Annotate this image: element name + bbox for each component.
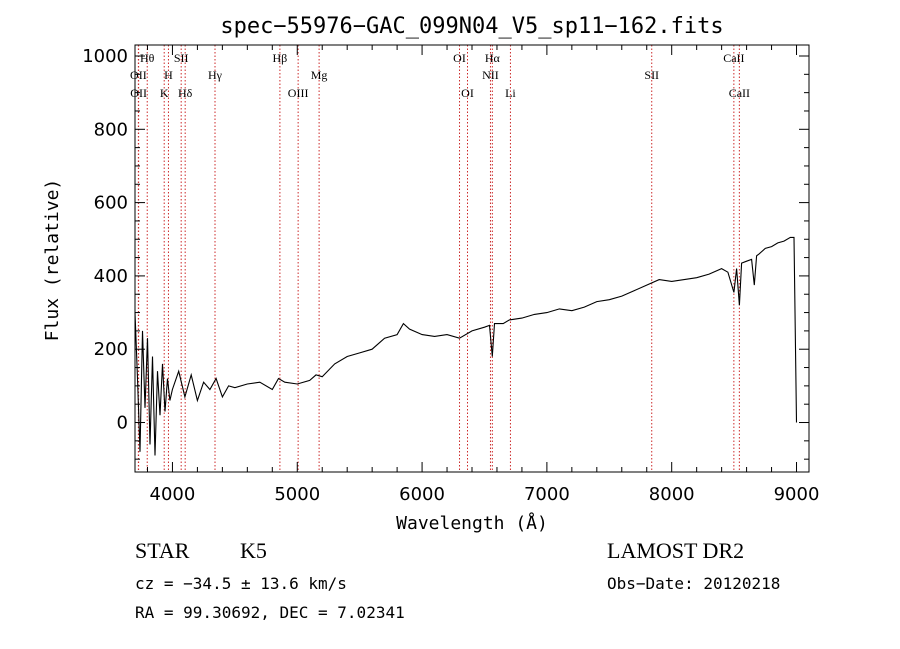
- y-tick-label: 600: [94, 193, 128, 214]
- line-marker-label: Hδ: [178, 86, 193, 100]
- line-marker-label: SII: [174, 51, 189, 65]
- x-tick-label: 9000: [774, 484, 820, 505]
- line-marker-label: Hα: [485, 51, 501, 65]
- line-marker-label: OII: [130, 68, 147, 82]
- object-class: STAR: [135, 538, 190, 563]
- observation-date: Obs−Date: 20120218: [607, 574, 781, 593]
- line-marker-label: Hγ: [208, 68, 223, 82]
- x-axis-ticks: 4000 5000 6000 7000 8000 9000: [146, 45, 820, 505]
- line-marker-label: OI: [453, 51, 466, 65]
- line-marker-label: Hθ: [140, 51, 155, 65]
- line-marker-label: NII: [482, 68, 499, 82]
- y-axis-ticks: 0 200 400 600 800 1000: [82, 46, 809, 460]
- y-axis-label: Flux (relative): [42, 179, 63, 342]
- x-tick-label: 8000: [649, 484, 695, 505]
- line-marker-label: Li: [505, 86, 516, 100]
- y-tick-label: 200: [94, 339, 128, 360]
- x-axis-label: Wavelength (Å): [396, 512, 548, 534]
- line-marker-label: OI: [461, 86, 474, 100]
- line-marker-label: SII: [644, 68, 659, 82]
- chart-title: spec−55976−GAC_099N04_V5_sp11−162.fits: [220, 14, 723, 39]
- y-tick-label: 1000: [82, 46, 128, 67]
- x-tick-label: 5000: [274, 484, 320, 505]
- spectrum-line: [134, 236, 798, 456]
- x-tick-label: 6000: [399, 484, 445, 505]
- redshift-velocity: cz = −34.5 ± 13.6 km/s: [135, 574, 347, 593]
- y-tick-label: 0: [117, 413, 128, 434]
- subclass: K5: [240, 538, 267, 563]
- plot-frame: [134, 44, 810, 473]
- spectrum-chart: spec−55976−GAC_099N04_V5_sp11−162.fits H…: [42, 14, 820, 534]
- y-tick-label: 800: [94, 119, 128, 140]
- line-marker-label: CaII: [729, 86, 750, 100]
- coordinates: RA = 99.30692, DEC = 7.02341: [135, 603, 405, 622]
- y-tick-label: 400: [94, 266, 128, 287]
- line-marker-label: Mg: [311, 68, 328, 82]
- line-marker-label: OIII: [288, 86, 309, 100]
- survey-name: LAMOST DR2: [607, 538, 745, 563]
- line-marker-label: H: [164, 68, 173, 82]
- x-tick-label: 7000: [524, 484, 570, 505]
- x-tick-label: 4000: [150, 484, 196, 505]
- line-marker-label: K: [160, 86, 169, 100]
- line-marker-label: CaII: [723, 51, 744, 65]
- line-marker-label: Hβ: [273, 51, 288, 65]
